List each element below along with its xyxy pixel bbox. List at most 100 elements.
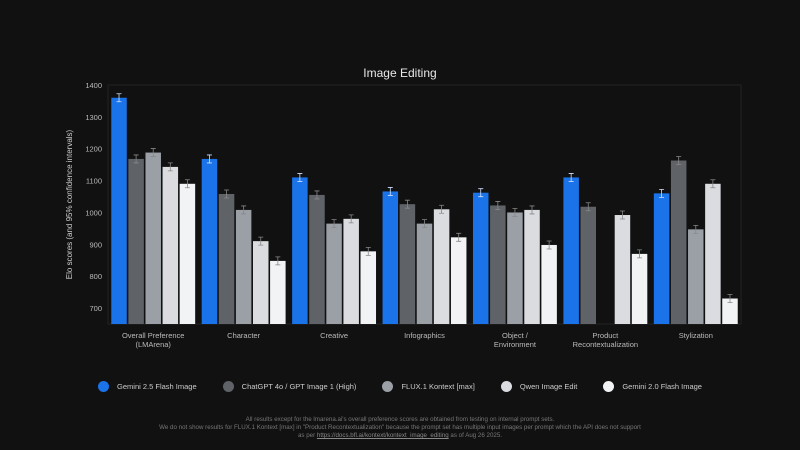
error-bar: [116, 93, 122, 103]
error-bar: [495, 201, 501, 210]
error-bar: [365, 246, 371, 256]
error-bar: [659, 188, 665, 198]
footnote-line-2: We do not show results for FLUX.1 Kontex…: [159, 424, 641, 431]
error-bar: [184, 179, 190, 189]
error-bar: [456, 232, 462, 242]
bar: [128, 158, 144, 324]
error-bar: [710, 179, 716, 189]
error-bar: [727, 294, 733, 303]
x-tick-label: Stylization: [679, 331, 713, 340]
legend-swatch: [603, 381, 615, 392]
bar: [218, 193, 235, 324]
x-tick-label: Environment: [494, 340, 537, 349]
x-tick-label: (LMArena): [135, 340, 171, 349]
legend-item: FLUX.1 Kontext [max]: [382, 381, 475, 392]
error-bar: [206, 154, 212, 164]
error-bar: [619, 210, 625, 220]
x-tick-label: Product: [592, 331, 619, 340]
error-bar: [150, 148, 156, 157]
legend: Gemini 2.5 Flash Image ChatGPT 4o / GPT I…: [0, 381, 800, 392]
bar: [360, 251, 377, 324]
bar: [292, 177, 308, 324]
legend-label: ChatGPT 4o / GPT Image 1 (High): [241, 382, 357, 391]
x-tick-label: Creative: [320, 331, 348, 340]
bar: [580, 206, 597, 324]
bar: [472, 192, 489, 324]
error-bar: [258, 236, 264, 246]
y-tick-label: 700: [89, 304, 102, 313]
bar: [631, 253, 648, 324]
y-tick-label: 1200: [85, 145, 102, 154]
chart-title: Image Editing: [363, 66, 437, 80]
bar: [270, 260, 286, 324]
legend-item: Gemini 2.0 Flash Image: [603, 381, 702, 392]
legend-label: FLUX.1 Kontext [max]: [401, 382, 475, 391]
bar: [541, 244, 557, 324]
error-bar: [297, 173, 303, 182]
error-bar: [241, 205, 247, 215]
bar: [343, 218, 359, 324]
x-tick-label: Character: [227, 331, 260, 340]
legend-swatch: [222, 381, 234, 392]
bar: [252, 241, 269, 324]
bar: [111, 97, 127, 324]
error-bar: [167, 162, 173, 172]
bar: [433, 209, 450, 324]
bar: [145, 152, 161, 324]
legend-item: Qwen Image Edit: [500, 381, 578, 392]
error-bar: [439, 204, 445, 214]
bar: [179, 183, 196, 324]
bar: [705, 183, 721, 324]
footnote-text: as of Aug 26 2025.: [450, 432, 503, 439]
error-bar: [224, 189, 230, 199]
y-tick-label: 1400: [85, 81, 102, 90]
docs-link[interactable]: https://docs.bfl.ai/kontext/kontext_imag…: [316, 432, 449, 439]
footnote-line-3: as per https://docs.bfl.ai/kontext/konte…: [0, 432, 800, 440]
error-bar: [478, 188, 484, 198]
y-tick-label: 800: [89, 272, 102, 281]
bar: [235, 209, 252, 324]
error-bar: [546, 240, 552, 250]
bar: [722, 298, 738, 324]
error-bar: [422, 219, 427, 229]
footnote-text: as per: [297, 432, 316, 439]
bar: [524, 209, 540, 324]
bar: [326, 223, 342, 324]
bar: [416, 223, 433, 324]
y-tick-label: 1000: [85, 208, 102, 217]
bar: [563, 177, 579, 324]
x-tick-label: Recontextualization: [573, 340, 638, 349]
bar: [490, 205, 506, 324]
footnotes: All results except for the lmarena.ai's …: [0, 416, 800, 440]
bar: [507, 212, 523, 324]
error-bar: [387, 187, 393, 196]
y-tick-label: 1100: [86, 177, 102, 186]
bar: [162, 166, 179, 324]
legend-swatch: [98, 381, 110, 392]
error-bar: [529, 205, 535, 215]
legend-label: Gemini 2.5 Flash Image: [117, 382, 197, 391]
error-bar: [637, 249, 643, 259]
legend-label: Qwen Image Edit: [519, 382, 578, 391]
bar: [309, 194, 325, 324]
bar: [201, 158, 218, 324]
error-bar: [331, 219, 337, 229]
error-bar: [676, 156, 682, 165]
y-tick-label: 900: [89, 240, 102, 249]
error-bar: [693, 224, 699, 234]
legend-label: Gemini 2.0 Flash Image: [622, 382, 702, 391]
bar: [382, 191, 399, 324]
error-bar: [275, 256, 281, 266]
footnote-line-1: All results except for the lmarena.ai's …: [245, 416, 555, 423]
x-tick-label: Overall Preference: [122, 331, 185, 340]
x-tick-label: Object /: [502, 331, 529, 340]
legend-swatch: [382, 381, 394, 392]
y-axis-label: Elo scores (and 95% confidence intervals…: [65, 129, 74, 279]
bar: [399, 204, 416, 324]
x-tick-label: Infographics: [404, 331, 445, 340]
error-bar: [568, 173, 574, 182]
error-bar: [404, 199, 410, 209]
error-bar: [314, 190, 320, 200]
legend-item: ChatGPT 4o / GPT Image 1 (High): [222, 381, 357, 392]
error-bar: [133, 154, 139, 164]
